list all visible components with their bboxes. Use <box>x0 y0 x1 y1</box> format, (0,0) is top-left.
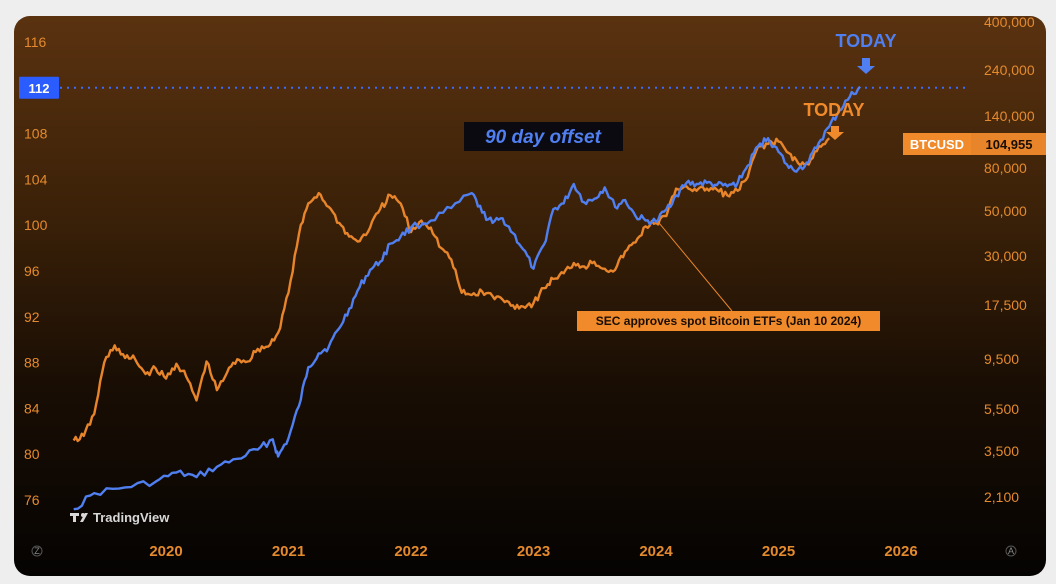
series-line-orange <box>72 137 831 443</box>
right-axis-tick: 50,000 <box>984 203 1027 219</box>
left-axis: 116 112 108 104 100 96 92 88 84 80 76 <box>24 34 48 508</box>
left-axis-tick: 116 <box>24 34 47 50</box>
tradingview-logo-icon <box>70 513 88 522</box>
left-axis-tick: 96 <box>24 263 40 279</box>
x-axis: 2020 2021 2022 2023 2024 2025 2026 <box>149 543 917 560</box>
series-line-blue <box>73 85 862 511</box>
right-axis-tick: 30,000 <box>984 248 1027 264</box>
right-axis-tick: 17,500 <box>984 297 1027 313</box>
price-label: 104,955 <box>986 137 1033 152</box>
right-axis-tick: 80,000 <box>984 160 1027 176</box>
offset-label: 90 day offset <box>485 127 601 148</box>
symbol-label-bg <box>903 133 971 155</box>
left-corner-mark-label: Z <box>34 546 40 556</box>
reference-line-label: 112 <box>29 81 50 96</box>
reference-line-label-bg <box>19 76 59 99</box>
left-axis-tick: 92 <box>24 309 40 325</box>
x-axis-tick: 2020 <box>149 543 182 560</box>
x-axis-tick: 2024 <box>639 543 673 560</box>
symbol-label: BTCUSD <box>910 137 964 152</box>
x-axis-tick: 2026 <box>884 543 917 560</box>
chart-canvas: 116 112 108 104 100 96 92 88 84 80 76 400,000 240,0… <box>19 16 1046 560</box>
x-axis-tick: 2025 <box>762 543 795 560</box>
right-axis-tick: 2,100 <box>984 489 1019 505</box>
left-axis-tick: 80 <box>24 446 40 462</box>
tradingview-watermark: TradingView <box>93 510 170 525</box>
x-axis-tick: 2021 <box>272 543 305 560</box>
right-axis-tick: 5,500 <box>984 401 1019 417</box>
today-arrow-blue-icon <box>857 58 875 74</box>
right-axis-tick: 240,000 <box>984 62 1035 78</box>
sec-annotation: SEC approves spot Bitcoin ETFs (Jan 10 2… <box>596 314 861 328</box>
today-label-blue: TODAY <box>835 31 896 51</box>
left-axis-tick: 76 <box>24 492 40 508</box>
today-label-orange: TODAY <box>803 100 864 120</box>
right-axis-tick: 400,000 <box>984 16 1035 30</box>
today-arrow-orange-icon <box>826 126 844 140</box>
right-axis: 400,000 240,000 140,000 80,000 50,000 30,000 1… <box>984 16 1035 505</box>
right-axis-tick: 140,000 <box>984 108 1035 124</box>
right-axis-tick: 3,500 <box>984 443 1019 459</box>
chart-frame: 116 112 108 104 100 96 92 88 84 80 76 400,000 240,0… <box>14 16 1046 576</box>
left-axis-tick: 108 <box>24 126 48 142</box>
offset-label-bg <box>464 122 623 151</box>
left-axis-tick: 88 <box>24 355 40 371</box>
right-corner-mark <box>1005 545 1017 557</box>
left-axis-tick: 100 <box>24 217 48 233</box>
left-axis-tick: 84 <box>24 400 40 416</box>
x-axis-tick: 2023 <box>517 543 550 560</box>
left-axis-tick: 104 <box>24 171 48 187</box>
price-label-bg <box>971 133 1046 155</box>
x-axis-tick: 2022 <box>394 543 427 560</box>
right-axis-tick: 9,500 <box>984 351 1019 367</box>
sec-annotation-leader <box>658 222 733 312</box>
sec-annotation-box <box>577 311 880 331</box>
left-corner-mark <box>31 545 43 557</box>
right-corner-mark-label: A <box>1008 546 1014 556</box>
